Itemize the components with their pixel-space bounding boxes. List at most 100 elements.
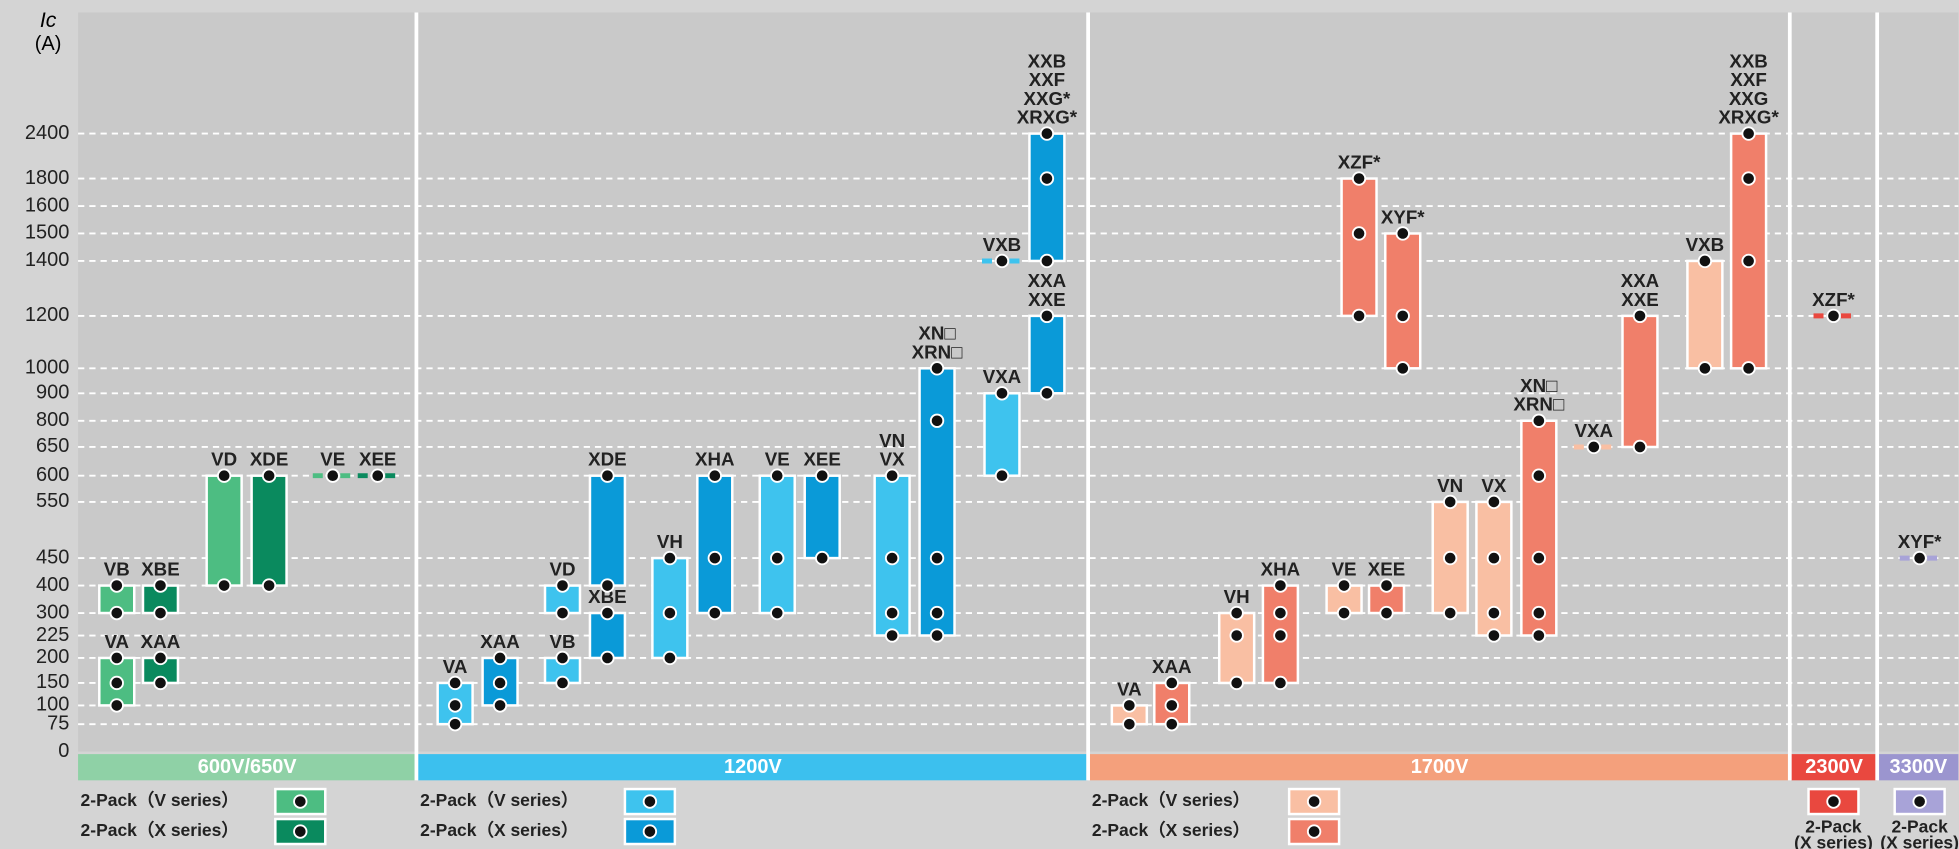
rating-dot <box>1164 716 1179 732</box>
bar-label: XAA <box>141 631 181 652</box>
y-tick-label: 1600 <box>25 194 69 216</box>
range-bar <box>250 474 288 587</box>
rating-dot <box>662 550 678 566</box>
bar-label: XRN□ <box>1513 394 1565 415</box>
rating-dot <box>1039 308 1055 324</box>
rating-dot <box>555 675 570 691</box>
bar-label: XXE <box>1621 289 1658 310</box>
bar-label: VE <box>1332 559 1357 580</box>
rating-dot <box>261 578 277 593</box>
rating-dot <box>1273 605 1288 621</box>
bar-label: VXB <box>1686 234 1725 255</box>
rating-dot <box>1164 698 1179 713</box>
rating-dot <box>1486 494 1502 510</box>
rating-dot <box>994 386 1010 401</box>
bar-label: XXF <box>1730 69 1766 90</box>
group-header-label: 2300V <box>1805 756 1863 778</box>
rating-dot <box>1586 439 1601 455</box>
rating-dot <box>216 468 232 483</box>
rating-dot <box>1039 126 1055 141</box>
rating-dot <box>707 605 722 621</box>
bar-label: XXF <box>1029 69 1065 90</box>
rating-dot <box>447 698 463 713</box>
bar-label: XXA <box>1028 270 1067 291</box>
rating-dot <box>994 253 1010 269</box>
y-tick-label: 550 <box>36 490 69 512</box>
rating-dot <box>216 578 232 593</box>
bar-label: XN□ <box>918 323 956 344</box>
legend-swatch <box>1287 817 1341 846</box>
y-tick-label: 800 <box>36 409 69 431</box>
rating-dot <box>884 468 900 483</box>
rating-dot <box>1697 361 1713 376</box>
bar-label: VA <box>1117 678 1142 699</box>
rating-dot <box>600 605 615 621</box>
rating-dot <box>109 650 124 666</box>
legend-dot <box>642 824 658 839</box>
bar-label: XEE <box>1368 559 1405 580</box>
legend-label: 2-Pack（V series） <box>420 790 578 810</box>
bar-label: XDE <box>588 449 627 470</box>
legend-dot <box>1306 794 1322 809</box>
group-header <box>1878 754 1959 781</box>
rating-dot <box>1531 605 1547 621</box>
range-bar <box>983 392 1021 477</box>
rating-dot <box>1531 468 1547 483</box>
rating-dot <box>1122 698 1137 713</box>
rating-dot <box>492 675 508 691</box>
bar-label: XYF* <box>1381 206 1425 227</box>
rating-dot <box>153 675 168 691</box>
bar-label: VXB <box>983 234 1022 255</box>
rating-dot <box>770 605 785 621</box>
legend-swatch <box>1893 787 1946 816</box>
rating-dot <box>884 628 900 643</box>
legend-dot <box>1826 794 1841 809</box>
rating-dot <box>1531 628 1547 643</box>
range-bar <box>1520 419 1558 637</box>
rating-dot <box>600 650 615 666</box>
rating-dot <box>1443 605 1458 621</box>
bar-label: VN <box>879 430 905 451</box>
range-bar <box>1028 314 1066 395</box>
bar-label: XXB <box>1729 50 1768 71</box>
rating-dot <box>153 650 168 666</box>
bar-label: VN <box>1437 475 1463 496</box>
rating-dot <box>555 650 570 666</box>
bar-label: XRXG* <box>1017 107 1078 128</box>
rating-dot <box>1741 171 1756 186</box>
y-tick-label: 1500 <box>25 222 69 244</box>
rating-dot <box>153 578 168 593</box>
y-tick-label: 100 <box>36 694 69 716</box>
rating-dot <box>1122 716 1137 732</box>
rating-dot <box>1351 226 1367 241</box>
rating-dot <box>153 605 168 621</box>
rating-dot <box>994 468 1010 483</box>
group-header <box>1791 754 1878 781</box>
rating-dot <box>1912 550 1927 566</box>
rating-dot <box>815 550 830 566</box>
rating-dot <box>555 605 570 621</box>
bar-label: XEE <box>803 449 840 470</box>
rating-dot <box>1229 628 1244 643</box>
bar-label: VE <box>765 449 790 470</box>
rating-dot <box>1395 226 1410 241</box>
rating-dot <box>662 605 678 621</box>
range-bar <box>696 474 734 615</box>
legend-label: (X series) <box>1880 833 1959 849</box>
rating-dot <box>707 468 722 483</box>
rating-dot <box>1379 578 1394 593</box>
y-tick-label: 400 <box>36 574 69 596</box>
y-tick-label: 600 <box>36 464 69 486</box>
group-header <box>417 754 1089 781</box>
legend-label: 2-Pack <box>1891 816 1948 836</box>
rating-dot <box>1486 628 1502 643</box>
rating-dot <box>929 361 945 376</box>
rating-dot <box>1395 308 1410 324</box>
rating-dot <box>1486 550 1502 566</box>
bar-label: XBE <box>588 586 627 607</box>
bar-label: XAA <box>480 631 520 652</box>
rating-dot <box>1531 413 1547 428</box>
rating-dot <box>1632 308 1648 324</box>
